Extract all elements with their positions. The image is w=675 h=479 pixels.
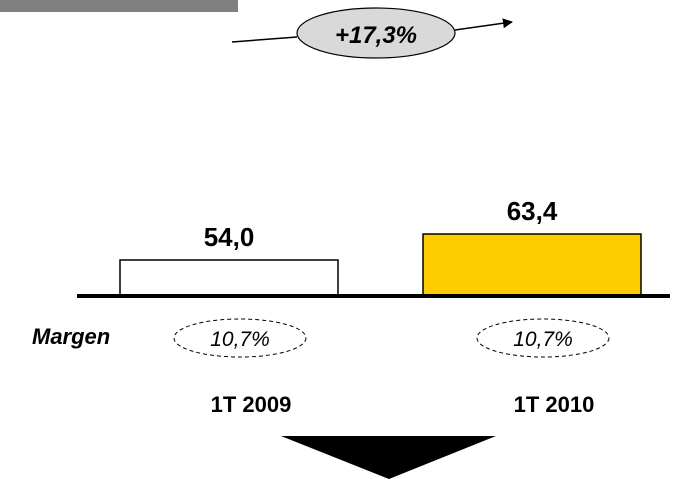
margin-ellipse-2 — [476, 318, 610, 358]
value-label-2: 63,4 — [507, 196, 558, 226]
margin-value-1: 10,7% — [210, 328, 270, 351]
bars-group: 54,0 10,7% 1T 2009 63,4 10,7% 1T 2010 — [119, 196, 642, 417]
down-arrow-icon — [281, 436, 496, 479]
margin-value-2: 10,7% — [513, 328, 573, 351]
margin-ellipse-1 — [173, 318, 307, 358]
header-bar — [0, 0, 238, 12]
growth-arrow-right — [454, 18, 513, 31]
growth-arrow-left — [231, 36, 298, 43]
margin-label: Margen — [32, 324, 110, 349]
growth-label: +17,3% — [335, 22, 417, 49]
bar-2 — [422, 233, 642, 297]
bar-1 — [119, 259, 339, 297]
category-label-2: 1T 2010 — [514, 392, 595, 417]
category-label-1: 1T 2009 — [211, 392, 292, 417]
growth-bubble: +17,3% — [296, 7, 456, 59]
value-label-1: 54,0 — [204, 222, 255, 252]
growth-bubble-shape — [296, 7, 456, 59]
